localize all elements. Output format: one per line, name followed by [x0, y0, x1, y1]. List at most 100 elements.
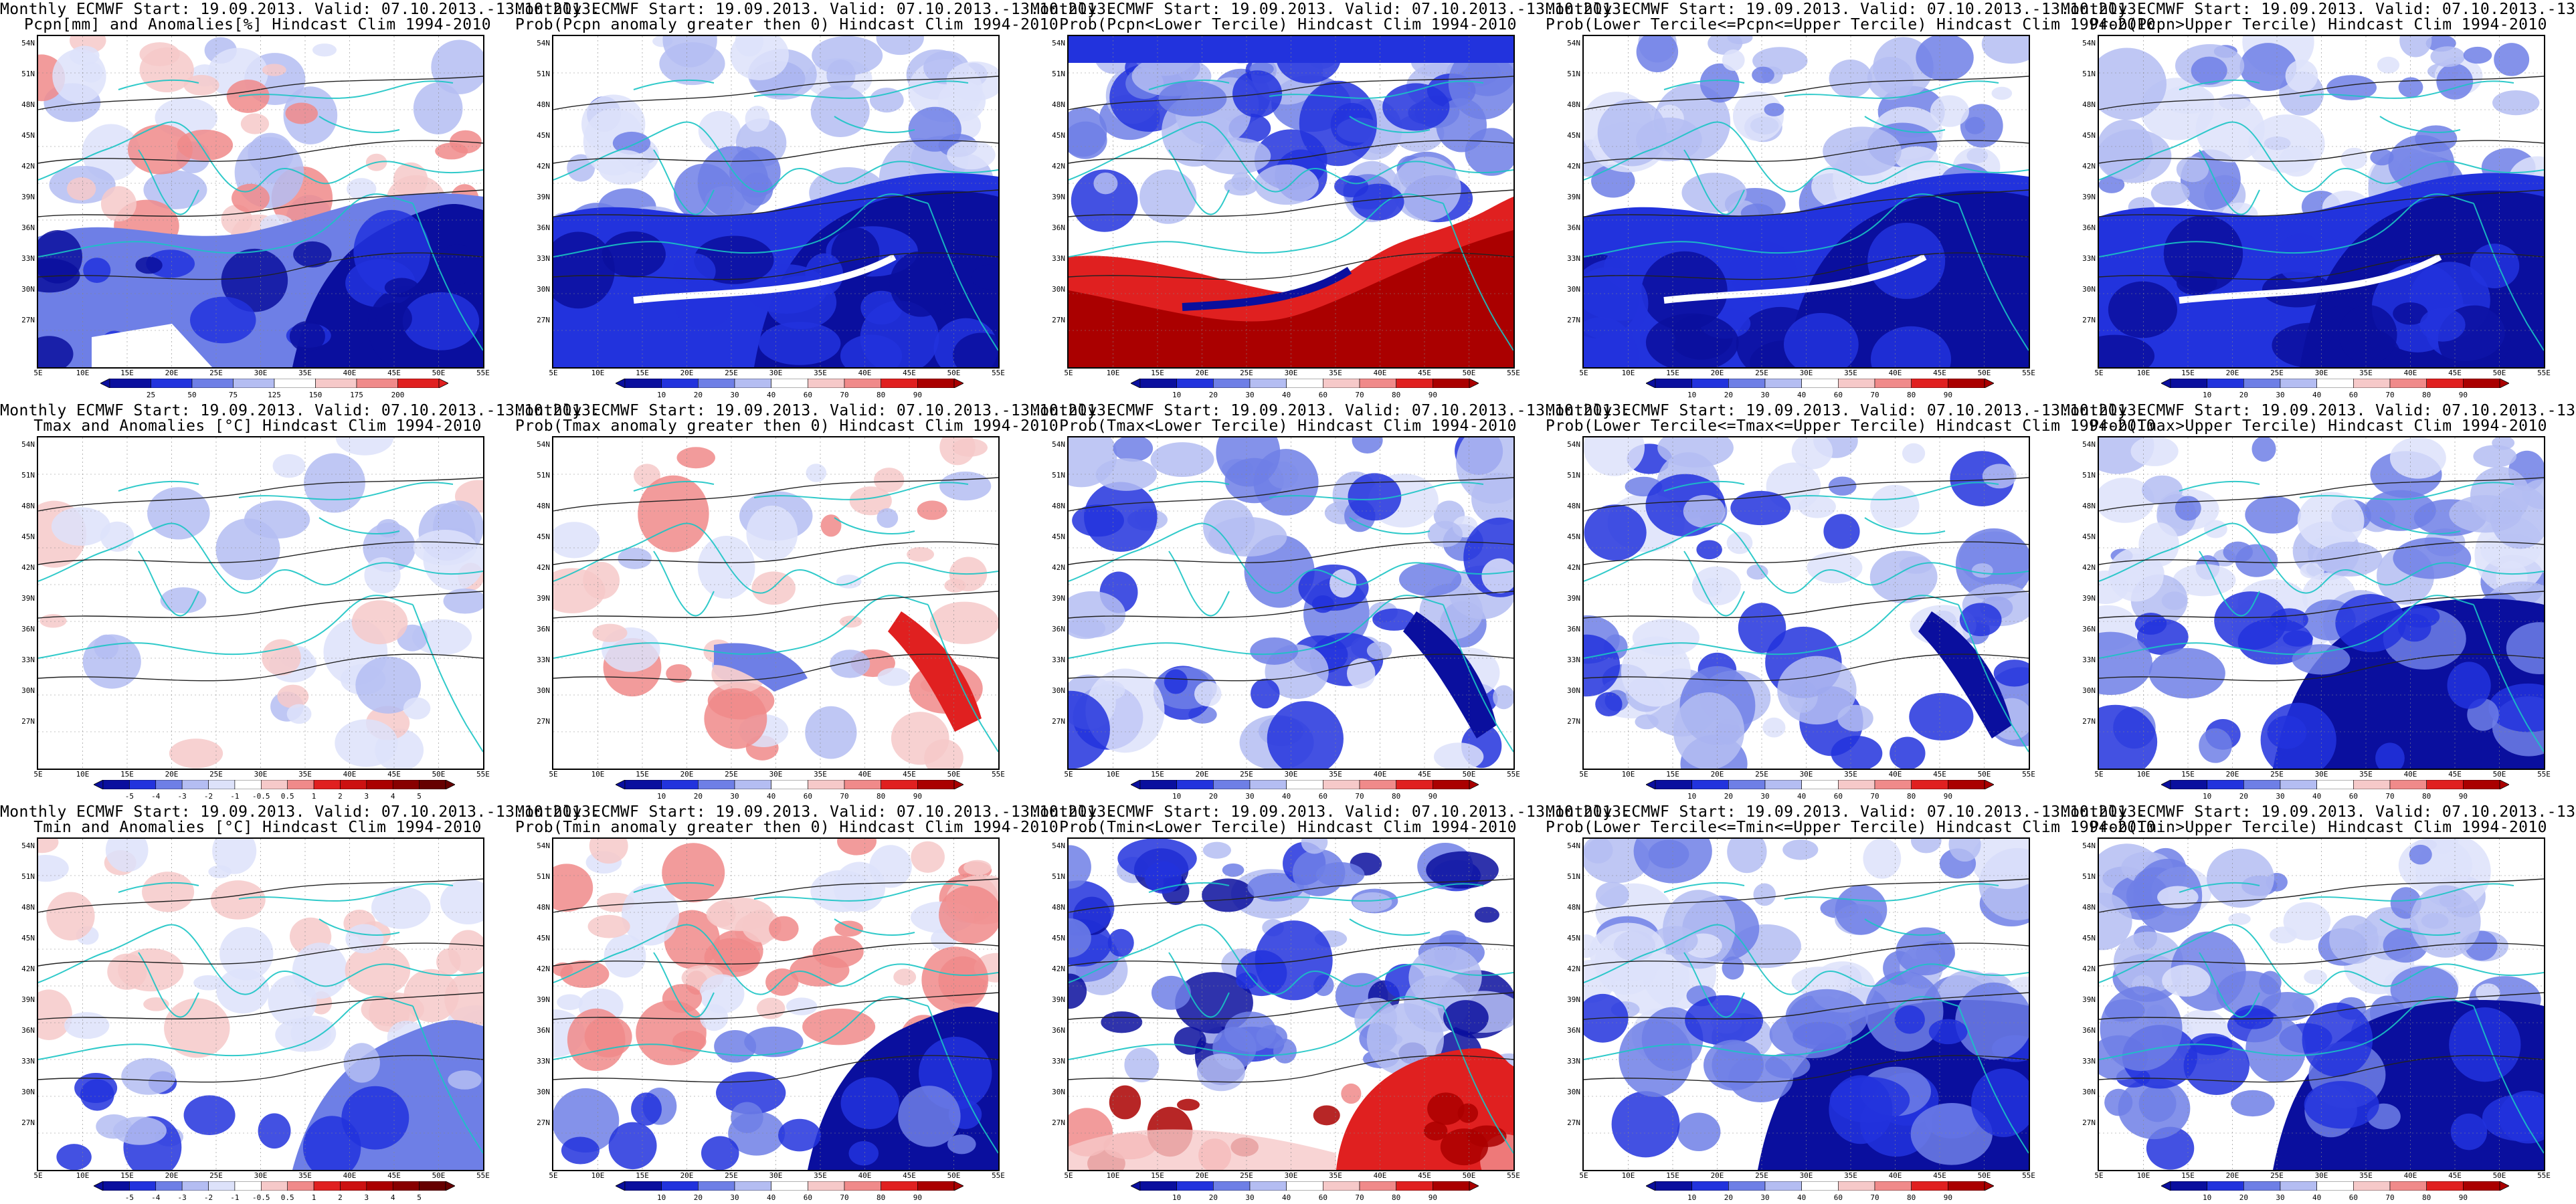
panel-title-line1: Monthly ECMWF Start: 19.09.2013. Valid: …	[1546, 402, 2146, 419]
colorbar-swatch	[2243, 379, 2281, 388]
lon-tick-label: 10E	[1621, 770, 1635, 779]
colorbar-tick-label: 80	[877, 792, 886, 801]
lat-tick-label: 51N	[1567, 872, 1580, 881]
lat-tick-label: 36N	[21, 625, 35, 633]
lat-tick-label: 42N	[1052, 162, 1065, 171]
colorbar-tick-label: -3	[177, 1193, 187, 1202]
lon-tick-label: 5E	[2094, 369, 2104, 377]
panel-title-line1: Monthly ECMWF Start: 19.09.2013. Valid: …	[0, 1, 601, 18]
lon-tick-label: 35E	[298, 369, 312, 377]
colorbar-min-arrow	[1646, 780, 1656, 789]
lat-tick-label: 36N	[21, 1026, 35, 1035]
colorbar-swatch	[1911, 780, 1948, 789]
colorbar-tick-label: 30	[1245, 1193, 1255, 1202]
lon-tick-label: 50E	[432, 369, 446, 377]
map-panel-pcpn-prob-upper: Monthly ECMWF Start: 19.09.2013. Valid: …	[2061, 0, 2576, 401]
lat-tick-label: 39N	[537, 594, 550, 603]
colorbar-swatch	[366, 780, 393, 789]
colorbar-swatch	[129, 780, 157, 789]
colorbar	[1646, 780, 1994, 789]
colorbar-max-arrow	[1984, 379, 1994, 388]
colorbar-tick-label: 10	[657, 391, 666, 399]
map-plot-area	[1067, 35, 1515, 369]
colorbar-tick-label: 20	[693, 391, 703, 399]
colorbar-swatch	[771, 780, 808, 789]
lat-tick-label: 54N	[537, 440, 550, 449]
lon-tick-label: 20E	[1710, 1171, 1724, 1180]
lat-tick-label: 45N	[537, 532, 550, 541]
panel-title-line2: Prob(Pcpn<Lower Tercile) Hindcast Clim 1…	[1059, 16, 1517, 33]
lon-tick-label: 30E	[254, 1171, 268, 1180]
colorbar-swatch	[881, 379, 918, 388]
colorbar	[1131, 780, 1479, 789]
panel-title-line1: Monthly ECMWF Start: 19.09.2013. Valid: …	[2061, 1, 2576, 18]
colorbar-swatch	[1396, 1181, 1433, 1191]
lon-tick-label: 30E	[1284, 369, 1298, 377]
lon-tick-label: 15E	[1666, 369, 1679, 377]
lon-tick-label: 35E	[298, 770, 312, 779]
colorbar-tick-label: 60	[1318, 391, 1327, 399]
colorbar-swatches	[1646, 1181, 1994, 1191]
colorbar-swatches	[1646, 379, 1994, 388]
colorbar-tick-label: 25	[146, 391, 156, 399]
colorbar-tick-label: 175	[350, 391, 363, 399]
lat-tick-label: 54N	[2082, 841, 2096, 850]
colorbar-tick-label: 80	[877, 391, 886, 399]
colorbar-swatch	[287, 1181, 314, 1191]
colorbar-swatch	[734, 379, 771, 388]
lon-tick-label: 45E	[903, 1171, 916, 1180]
lat-tick-label: 30N	[21, 1088, 35, 1096]
lat-tick-label: 51N	[1567, 70, 1580, 78]
colorbar-tick-label: 60	[803, 391, 812, 399]
colorbar-swatch	[1286, 1181, 1323, 1191]
colorbar-tick-label: 30	[1760, 391, 1770, 399]
lat-tick-label: 27N	[537, 717, 550, 726]
colorbar-tick-label: 80	[2422, 792, 2431, 801]
map-plot-area	[1067, 837, 1515, 1171]
colorbar-tick-label: 20	[693, 792, 703, 801]
panel-title-line1: Monthly ECMWF Start: 19.09.2013. Valid: …	[1546, 803, 2146, 821]
lat-tick-label: 42N	[537, 162, 550, 171]
lon-tick-label: 50E	[432, 770, 446, 779]
lon-tick-label: 50E	[947, 369, 961, 377]
colorbar-swatch	[1874, 1181, 1912, 1191]
colorbar-tick-label: -5	[124, 1193, 134, 1202]
lat-tick-label: 48N	[2082, 100, 2096, 109]
colorbar-swatch	[2170, 379, 2207, 388]
lon-tick-label: 25E	[725, 1171, 738, 1180]
lat-tick-label: 33N	[1052, 254, 1065, 263]
lon-tick-label: 25E	[2270, 770, 2284, 779]
lat-tick-label: 45N	[537, 934, 550, 942]
lat-tick-label: 36N	[537, 625, 550, 633]
colorbar-tick-label: 60	[803, 1193, 812, 1202]
lon-tick-label: 20E	[680, 770, 694, 779]
lon-tick-label: 45E	[2448, 1171, 2462, 1180]
colorbar-swatch	[1139, 1181, 1177, 1191]
lon-tick-label: 55E	[2537, 770, 2551, 779]
colorbar-swatch	[102, 1181, 130, 1191]
lon-tick-label: 5E	[2094, 770, 2104, 779]
lat-tick-label: 33N	[1052, 1057, 1065, 1066]
lon-tick-label: 45E	[387, 770, 401, 779]
lat-tick-label: 42N	[537, 563, 550, 572]
colorbar-tick-label: 60	[803, 792, 812, 801]
colorbar-swatch	[1874, 379, 1912, 388]
lat-tick-label: 27N	[537, 316, 550, 324]
lon-tick-label: 25E	[725, 770, 738, 779]
colorbar-tick-label: 90	[1943, 391, 1952, 399]
lat-tick-label: 36N	[1567, 1026, 1580, 1035]
lat-tick-label: 45N	[2082, 532, 2096, 541]
colorbar-max-arrow	[2499, 1181, 2509, 1191]
lat-tick-label: 27N	[21, 1118, 35, 1127]
colorbar-tick-label: 90	[1428, 391, 1437, 399]
lat-tick-label: 39N	[537, 995, 550, 1004]
lon-tick-label: 20E	[165, 770, 179, 779]
lat-tick-label: 51N	[1567, 471, 1580, 480]
lon-tick-label: 40E	[2403, 770, 2417, 779]
colorbar	[1131, 379, 1479, 388]
colorbar-swatch	[1396, 780, 1433, 789]
colorbar-tick-label: 90	[1943, 792, 1952, 801]
lon-tick-label: 5E	[2094, 1171, 2104, 1180]
lon-tick-label: 5E	[1579, 1171, 1588, 1180]
map-field-svg	[1584, 437, 2029, 769]
